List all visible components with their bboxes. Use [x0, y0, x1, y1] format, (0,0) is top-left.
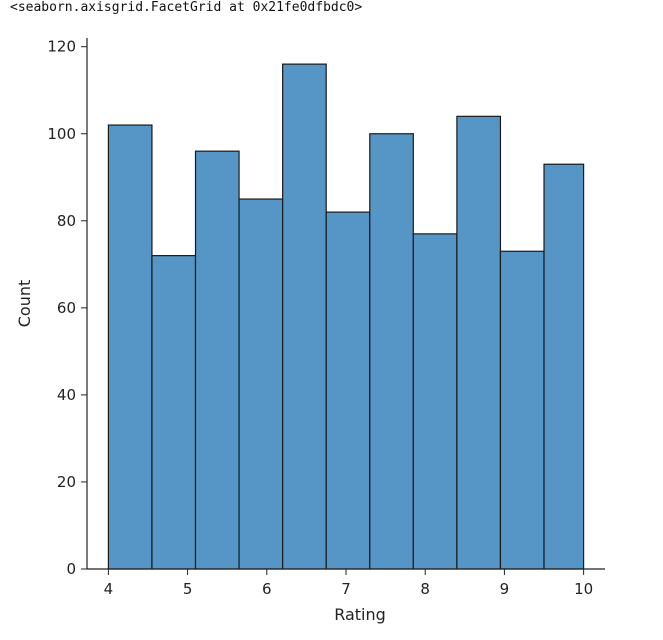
x-tick-label-7: 7	[341, 580, 351, 598]
y-tick-label-60: 60	[57, 299, 76, 317]
histogram-bar-7	[412, 233, 458, 570]
histogram-bar-6	[369, 133, 414, 570]
y-tick-label-40: 40	[57, 386, 76, 404]
histogram-bar-0	[107, 124, 153, 570]
x-tick-label-5: 5	[183, 580, 193, 598]
histogram-bar-9	[499, 250, 545, 570]
y-axis-label: Count	[15, 280, 34, 328]
x-tick-label-6: 6	[262, 580, 272, 598]
y-tick-label-0: 0	[66, 560, 76, 578]
x-tick-label-10: 10	[574, 580, 593, 598]
histogram-bar-4	[282, 63, 327, 570]
x-tick-label-9: 9	[500, 580, 510, 598]
cell-output-repr: <seaborn.axisgrid.FacetGrid at 0x21fe0df…	[10, 0, 363, 15]
y-tick-label-80: 80	[57, 212, 76, 230]
histogram-bar-3	[238, 198, 284, 570]
y-tick-label-20: 20	[57, 473, 76, 491]
x-tick-label-8: 8	[420, 580, 430, 598]
histogram-bars	[107, 63, 585, 570]
y-tick-label-100: 100	[47, 125, 76, 143]
histogram-bar-5	[325, 211, 371, 570]
histogram-bar-8	[456, 115, 502, 570]
histogram-bar-10	[543, 163, 585, 570]
y-tick-label-120: 120	[47, 38, 76, 56]
x-axis-label: Rating	[334, 605, 386, 624]
histogram-bar-1	[151, 255, 197, 570]
x-tick-label-4: 4	[104, 580, 114, 598]
histogram-bar-2	[194, 150, 240, 570]
